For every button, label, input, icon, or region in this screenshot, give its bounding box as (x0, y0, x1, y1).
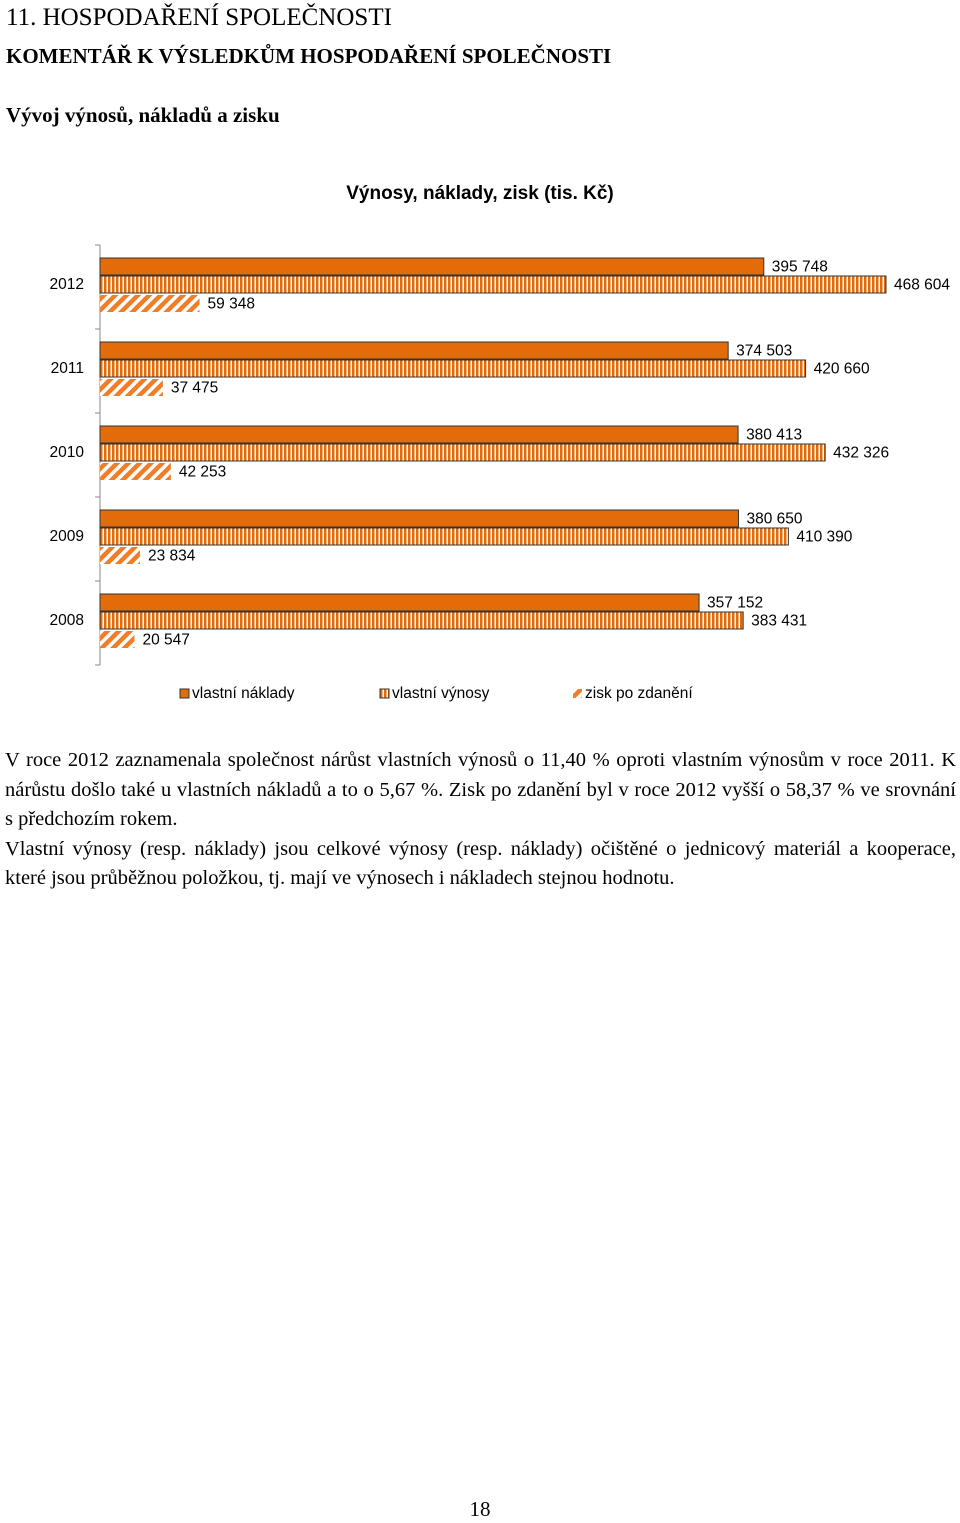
legend-label: vlastní výnosy (392, 685, 490, 702)
value-label: 380 650 (746, 511, 802, 528)
category-label: 2012 (50, 276, 84, 293)
bar (99, 509, 739, 528)
value-label: 468 604 (894, 277, 950, 294)
section-title: 11. HOSPODAŘENÍ SPOLEČNOSTI (6, 4, 392, 31)
legend-swatch (573, 689, 582, 698)
bar (100, 295, 200, 312)
legend-label: vlastní náklady (192, 685, 295, 702)
chart: Výnosy, náklady, zisk (tis. Kč) 2012 395 … (50, 183, 951, 702)
value-label: 383 431 (751, 613, 807, 630)
value-label: 20 547 (142, 632, 189, 649)
category-label: 2009 (50, 528, 84, 545)
value-label: 374 503 (736, 343, 792, 360)
category-label: 2010 (50, 444, 85, 461)
value-label: 37 475 (171, 380, 218, 397)
paragraph: Vlastní výnosy (resp. náklady) jsou celk… (5, 837, 956, 890)
legend-label: zisk po zdanění (585, 685, 693, 702)
bar (99, 341, 729, 360)
page-number: 18 (469, 1497, 491, 1521)
bar (99, 257, 765, 276)
legend-swatch (379, 688, 390, 699)
category-label: 2008 (50, 612, 84, 629)
value-label: 23 834 (148, 548, 196, 565)
bar (99, 275, 887, 294)
legend-swatch (179, 688, 190, 699)
value-label: 420 660 (814, 361, 870, 378)
bar (99, 611, 744, 630)
bar (100, 547, 140, 564)
bar (99, 527, 789, 546)
value-label: 59 348 (208, 296, 255, 313)
value-label: 380 413 (746, 427, 802, 444)
value-label: 357 152 (707, 595, 763, 612)
chart-title: Výnosy, náklady, zisk (tis. Kč) (346, 183, 614, 204)
paragraph: V roce 2012 zaznamenala společnost nárůs… (5, 749, 956, 830)
bar (99, 593, 700, 612)
subtitle: KOMENTÁŘ K VÝSLEDKŮM HOSPODAŘENÍ SPOLEČN… (6, 44, 612, 68)
value-label: 410 390 (796, 529, 852, 546)
body-text: V roce 2012 zaznamenala společnost nárůs… (5, 746, 956, 894)
bar (100, 379, 163, 396)
bar (99, 359, 807, 378)
category-label: 2011 (51, 360, 84, 377)
bar (99, 425, 739, 444)
bar (100, 463, 171, 480)
bar (100, 631, 135, 648)
bar (99, 443, 826, 462)
value-label: 395 748 (772, 259, 828, 276)
section-heading: Vývoj výnosů, nákladů a zisku (6, 103, 280, 127)
value-label: 432 326 (833, 445, 889, 462)
value-label: 42 253 (179, 464, 226, 481)
